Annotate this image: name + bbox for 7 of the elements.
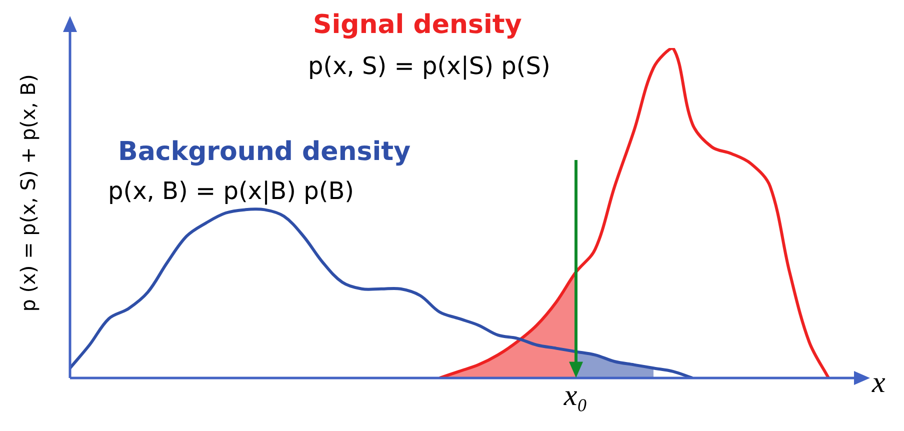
y-axis-title: p (x) = p(x, S) + p(x, B) <box>16 74 40 312</box>
annotation: p(x, S) = p(x|S) p(S) <box>308 52 550 80</box>
text: Background density <box>118 136 411 167</box>
text: Signal density <box>313 10 522 40</box>
x-axis-title: x <box>871 366 886 399</box>
text: x₀ <box>562 378 588 412</box>
annotation: p(x, B) = p(x|B) p(B) <box>108 177 354 206</box>
